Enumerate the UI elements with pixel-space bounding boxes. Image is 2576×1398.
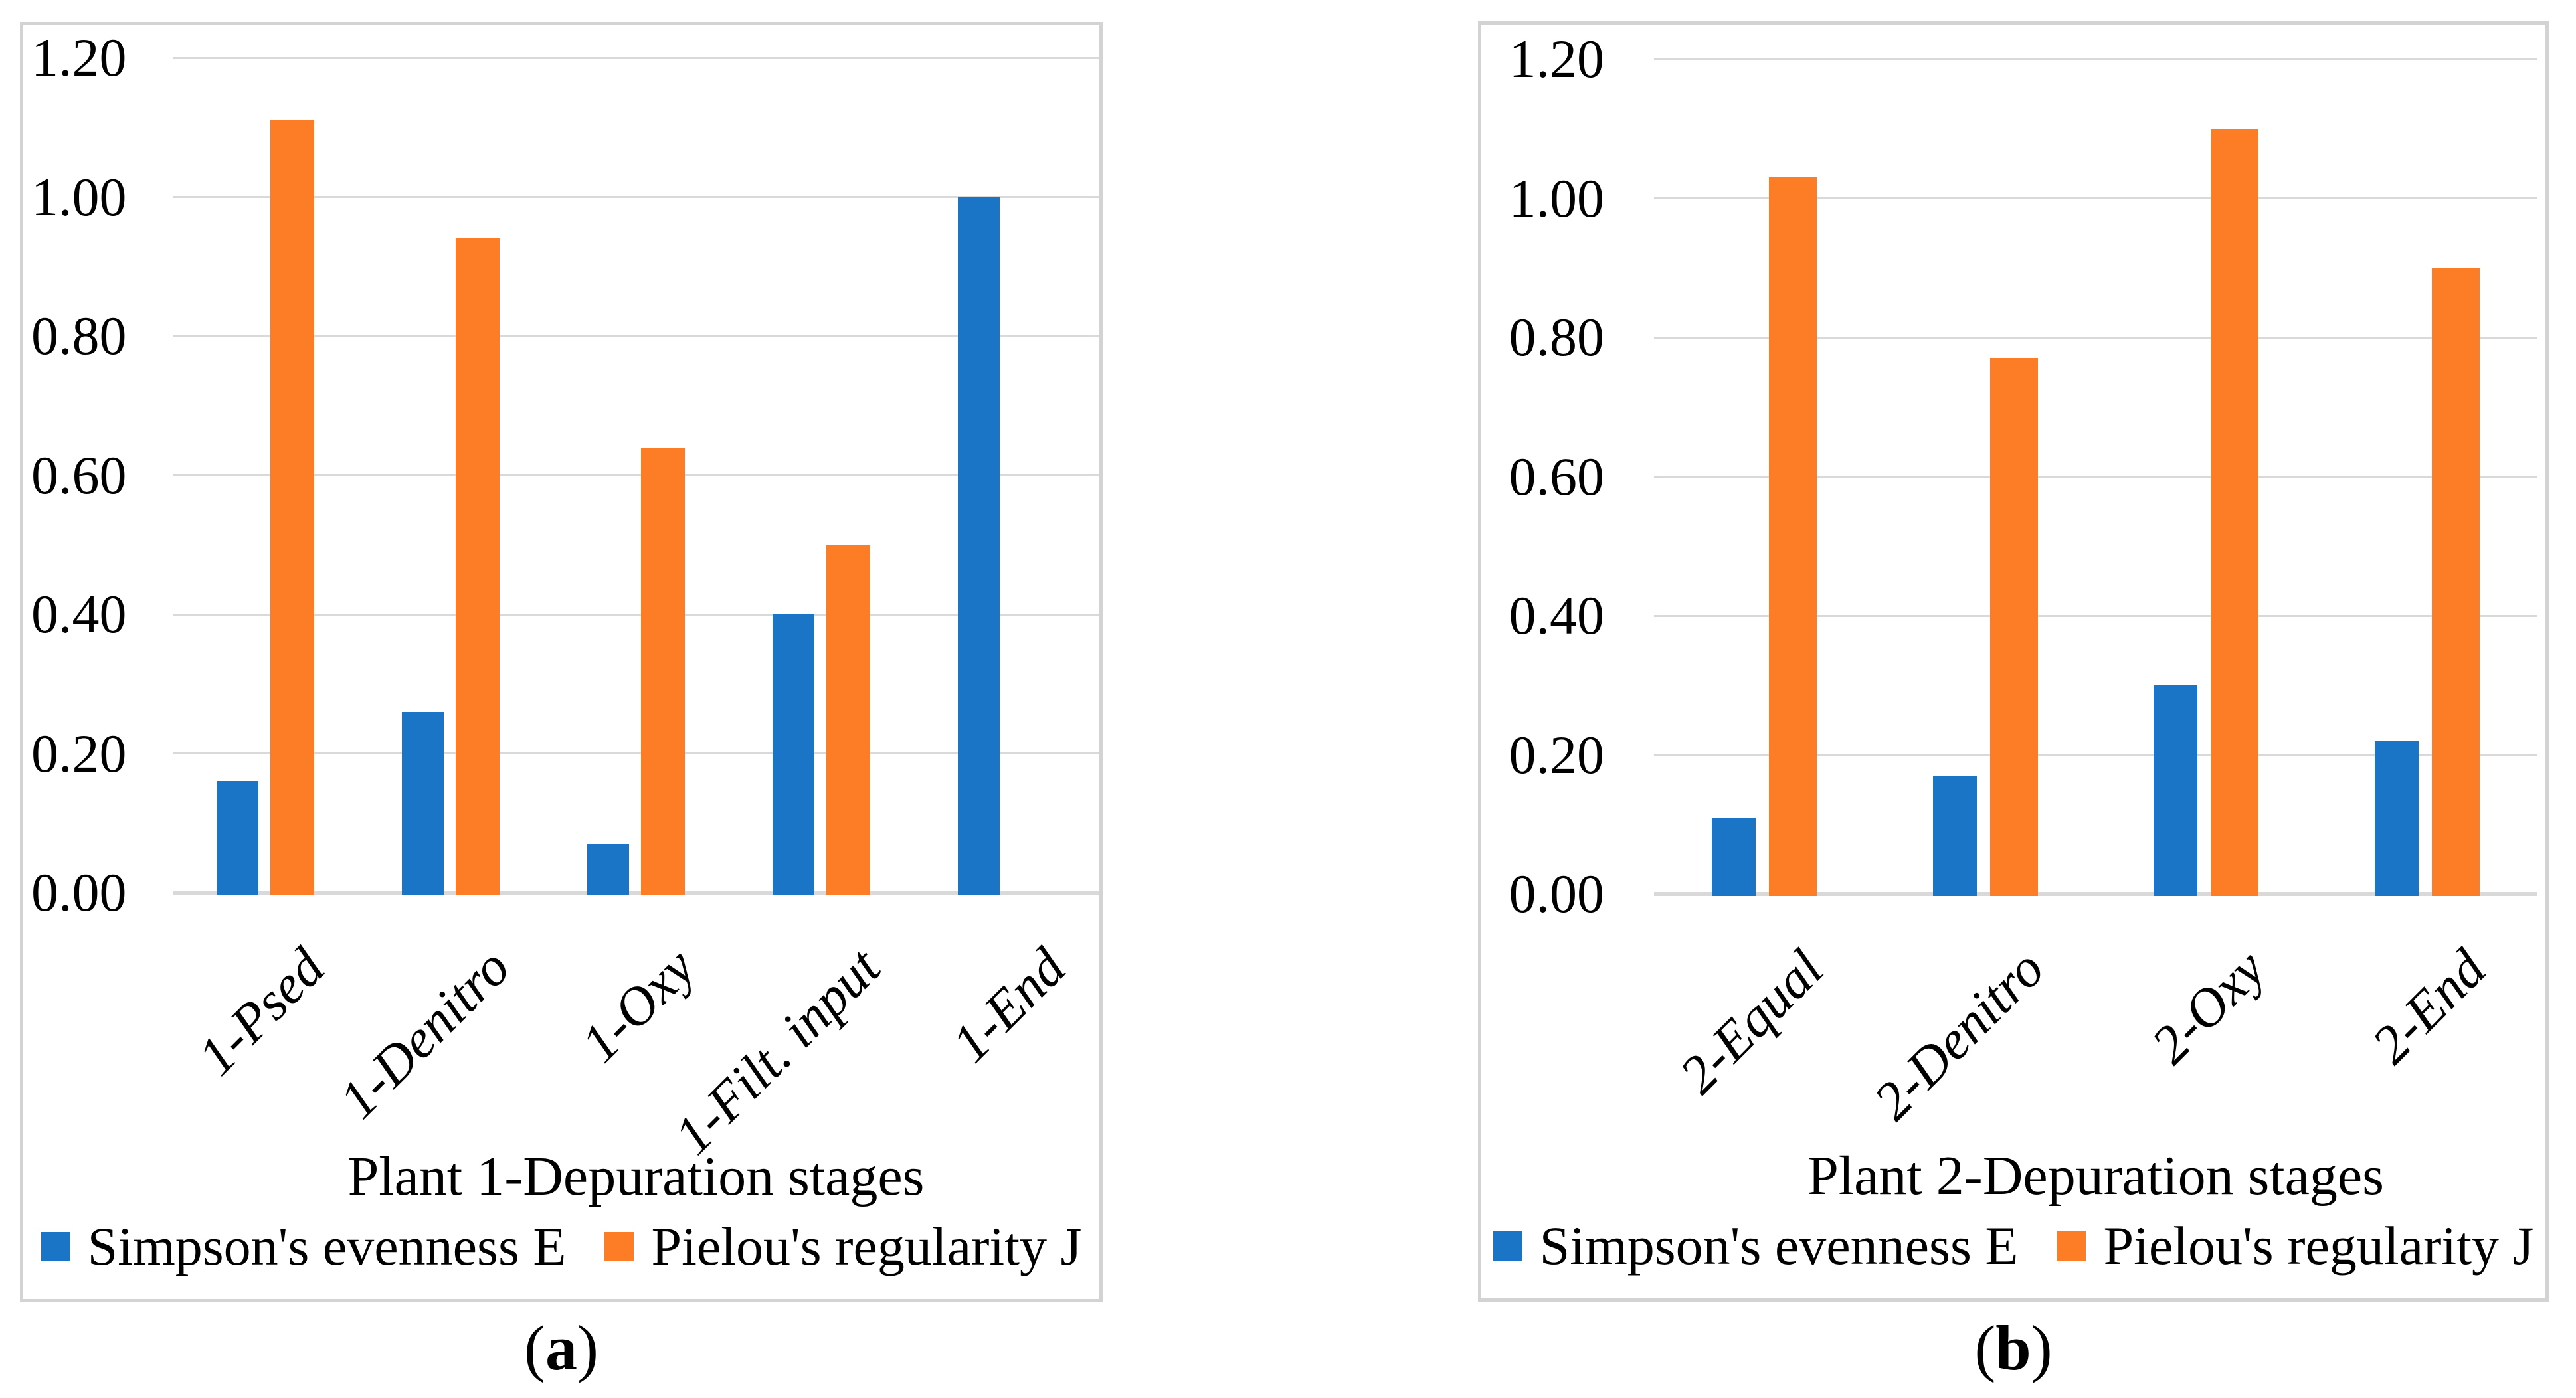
plot-area: [1654, 58, 2537, 896]
bar-simpson-s-2-denitro: [1932, 775, 1977, 896]
bar-pielou-s-2-equal: [1769, 177, 1817, 896]
caption-letter: a: [545, 1312, 577, 1383]
bar-simpson-s-2-equal: [1712, 817, 1756, 896]
y-tick-label: 0.40: [31, 584, 127, 644]
gridline: [1654, 336, 2537, 339]
x-axis-title: Plant 1-Depuration stages: [347, 1146, 925, 1207]
legend-item-pielou-s: Pielou's regularity J: [604, 1219, 1081, 1274]
x-category-label: 2-Denitro: [1862, 938, 2056, 1132]
bar-simpson-s-1-psed: [217, 781, 258, 895]
panel-caption-a: (a): [229, 1316, 893, 1380]
legend-label: Simpson's evenness E: [87, 1216, 567, 1276]
gridline: [173, 335, 1099, 337]
bar-pielou-s-1-oxy: [641, 447, 685, 895]
gridline: [173, 474, 1099, 476]
x-axis-title: Plant 2-Depuration stages: [1807, 1145, 2384, 1207]
y-tick-label: 1.20: [1509, 29, 1605, 89]
gridline: [1654, 614, 2537, 617]
bar-simpson-s-2-end: [2374, 741, 2419, 896]
bar-pielou-s-2-denitro: [1989, 358, 2038, 896]
gridline: [1654, 476, 2537, 478]
bar-pielou-s-2-oxy: [2211, 128, 2259, 896]
gridline: [173, 613, 1099, 616]
x-axis-line: [173, 891, 1099, 895]
gridline: [1654, 197, 2537, 199]
legend-label: Pielou's regularity J: [651, 1216, 1082, 1276]
bar-pielou-s-2-end: [2431, 268, 2480, 896]
plot-area: [173, 56, 1099, 895]
x-category-label: 2-Oxy: [2140, 938, 2277, 1075]
caption-letter: b: [1995, 1312, 2031, 1383]
bar-pielou-s-1-filt-input: [826, 545, 870, 895]
bar-simpson-s-1-end: [958, 197, 1000, 895]
x-category-label: 2-Equal: [1667, 938, 1835, 1105]
legend-swatch-pielou-s: [2057, 1231, 2086, 1261]
x-category-label: 1-Denitro: [327, 936, 521, 1130]
bar-pielou-s-1-psed: [270, 120, 314, 895]
legend-swatch-simpson-s: [1493, 1231, 1522, 1261]
x-category-label: 2-End: [2360, 938, 2498, 1075]
y-tick-label: 0.80: [1509, 307, 1605, 367]
gridline: [173, 56, 1099, 59]
y-tick-label: 0.00: [1509, 863, 1605, 924]
y-tick-label: 0.20: [31, 723, 127, 784]
legend: Simpson's evenness E Pielou's regularity …: [1481, 1219, 2545, 1273]
bar-simpson-s-1-filt-input: [773, 614, 814, 895]
x-category-label: 1-Psed: [185, 936, 336, 1087]
legend-swatch-simpson-s: [41, 1232, 70, 1261]
gridline: [1654, 754, 2537, 756]
y-tick-label: 1.00: [1509, 167, 1605, 228]
y-tick-label: 1.00: [31, 166, 127, 227]
bar-pielou-s-1-denitro: [456, 238, 500, 895]
caption-paren-close: ): [577, 1312, 598, 1383]
panel-caption-b: (b): [1681, 1316, 2346, 1380]
chart-panel-b: 1.20 1.00 0.80 0.60 0.40 0.20 0.00 2-Equal 2-Den…: [1478, 21, 2549, 1302]
x-category-label: 1-Oxy: [569, 936, 707, 1074]
y-tick-label: 0.00: [31, 862, 127, 922]
gridline: [1654, 58, 2537, 60]
legend: Simpson's evenness E Pielou's regularity …: [23, 1219, 1099, 1274]
y-tick-label: 0.20: [1509, 724, 1605, 785]
caption-paren-open: (: [1974, 1312, 1996, 1383]
y-tick-label: 0.80: [31, 306, 127, 366]
x-category-label: 1-End: [940, 936, 1077, 1074]
chart-panel-a: 1.20 1.00 0.80 0.60 0.40 0.20 0.00 1-Psed 1-Deni…: [20, 22, 1103, 1302]
gridline: [173, 752, 1099, 754]
gridline: [173, 196, 1099, 198]
legend-item-simpson-s: Simpson's evenness E: [1493, 1215, 2019, 1276]
y-tick-label: 1.20: [31, 27, 127, 88]
bar-simpson-s-1-denitro: [402, 711, 444, 895]
legend-swatch-pielou-s: [604, 1232, 634, 1261]
caption-paren-open: (: [524, 1312, 545, 1383]
legend-item-pielou-s: Pielou's regularity J: [2057, 1219, 2533, 1273]
bar-simpson-s-2-oxy: [2154, 685, 2198, 896]
caption-paren-close: ): [2031, 1312, 2053, 1383]
y-tick-label: 0.40: [1509, 585, 1605, 646]
legend-label: Pielou's regularity J: [2103, 1215, 2534, 1276]
legend-item-simpson-s: Simpson's evenness E: [41, 1216, 567, 1276]
y-tick-label: 0.60: [31, 444, 127, 505]
x-axis-line: [1654, 892, 2537, 896]
bar-simpson-s-1-oxy: [587, 843, 629, 895]
legend-label: Simpson's evenness E: [1539, 1215, 2019, 1276]
y-tick-label: 0.60: [1509, 446, 1605, 507]
